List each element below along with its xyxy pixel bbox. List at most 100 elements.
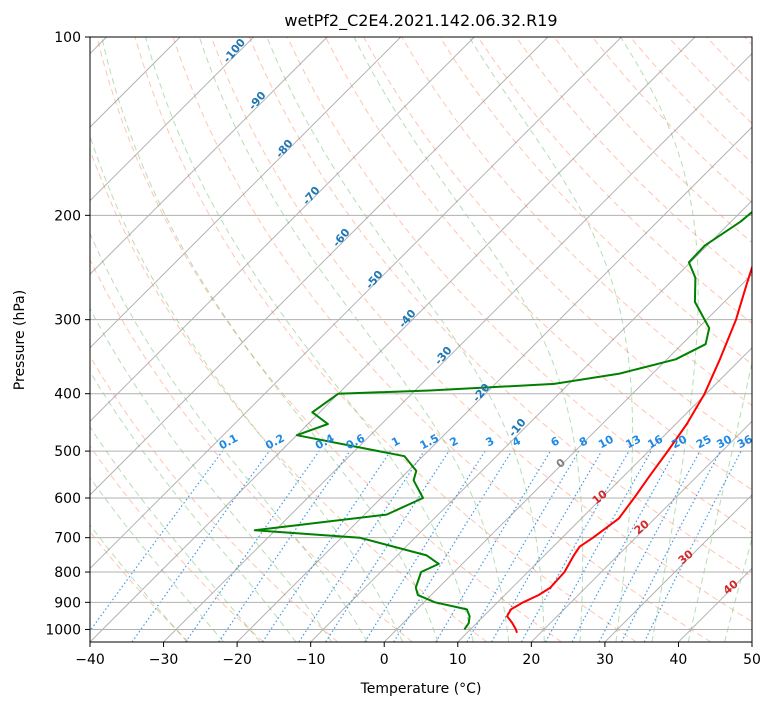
x-tick-label: 0 — [380, 652, 389, 668]
x-tick-label: 10 — [449, 652, 467, 668]
moist-adiabat-line — [145, 37, 474, 642]
isotherm-line — [90, 37, 402, 349]
mixing-ratio-label: 10 — [596, 432, 616, 451]
dry-adiabat-line — [210, 37, 752, 623]
y-tick-label: 500 — [54, 444, 81, 460]
dry-adiabat-label: -40 — [396, 307, 419, 331]
dry-adiabat-line — [90, 445, 264, 642]
mixing-ratio-line — [325, 450, 450, 642]
moist-adiabat-line — [90, 232, 368, 642]
plot-area: 0.1 0.2 0.4 0.6 1 1.5 2 3 4 6 8 10 13 16 20 25 30 36-100-… — [90, 37, 755, 642]
moist-adiabat-label: 10 — [590, 487, 610, 507]
x-tick-label: 40 — [670, 652, 688, 668]
x-tick-label: −20 — [222, 652, 252, 668]
dry-adiabat-label: -80 — [273, 137, 296, 161]
dry-adiabat-line — [515, 37, 752, 284]
isotherm-line — [530, 420, 752, 642]
isotherm-line — [90, 37, 475, 423]
mixing-ratio-line — [643, 450, 742, 642]
moist-adiabat-line — [90, 370, 297, 642]
mixing-ratio-lines — [90, 450, 742, 642]
mixing-ratio-label: 13 — [623, 433, 643, 452]
y-tick-label: 600 — [54, 491, 81, 507]
y-tick-label: 900 — [54, 595, 81, 611]
moist-adiabat-line — [90, 426, 261, 642]
moist-adiabat-line — [90, 134, 404, 642]
dry-adiabat-line — [706, 37, 752, 85]
moist-adiabat-line — [468, 37, 634, 642]
dry-adiabat-line — [248, 37, 752, 578]
mixing-ratio-line — [185, 450, 320, 642]
mixing-ratio-line — [261, 450, 391, 642]
mixing-ratio-label: 25 — [694, 433, 714, 452]
moist-adiabat-line — [101, 37, 439, 642]
isotherm-line — [90, 37, 622, 570]
mixing-ratio-line — [298, 450, 425, 642]
isotherm-line — [90, 37, 255, 202]
x-tick-label: 20 — [522, 652, 540, 668]
isotherms — [90, 37, 752, 642]
x-axis-title: Temperature (°C) — [360, 681, 482, 697]
moist-adiabat-line — [90, 307, 333, 642]
x-tick-label: −10 — [296, 652, 326, 668]
temperature-line — [506, 264, 752, 634]
mixing-ratio-label: 30 — [714, 432, 734, 451]
plot-frame — [89, 36, 753, 643]
isotherm-line — [678, 567, 752, 642]
moist-adiabat-line — [266, 37, 545, 642]
mixing-ratio-line — [364, 450, 486, 642]
chart-title: wetPf2_C2E4.2021.142.06.32.R19 — [284, 11, 557, 31]
y-tick-label: 100 — [54, 30, 81, 46]
isobars — [90, 37, 752, 630]
x-axis: −40 −30 −20 −10 0 10 20 30 40 50 — [75, 642, 761, 668]
dry-adiabat-label: -90 — [246, 89, 269, 113]
dry-adiabat-line — [90, 258, 413, 642]
y-axis: 100 200 300 400 500 600 700 800 900 1000 — [45, 30, 90, 638]
mixing-ratio-label: 36 — [735, 432, 755, 451]
isotherm-line — [751, 641, 752, 642]
y-tick-label: 200 — [54, 208, 81, 224]
dry-adiabat-label: -60 — [330, 226, 353, 250]
mixing-ratio-line — [571, 450, 676, 642]
x-tick-label: −40 — [75, 652, 105, 668]
isotherm-line — [90, 37, 696, 642]
isotherm-line — [604, 494, 752, 642]
dry-adiabat-label: -30 — [432, 344, 455, 368]
profile-series — [253, 210, 752, 634]
dry-adiabat-label: -20 — [470, 381, 493, 405]
mixing-ratio-label: 20 — [669, 432, 689, 451]
isotherm-line — [383, 273, 752, 642]
y-axis-title: Pressure (hPa) — [12, 290, 28, 390]
isotherm-line — [236, 126, 752, 642]
x-tick-label: −30 — [149, 652, 179, 668]
isotherm-line — [310, 199, 752, 642]
mixing-ratio-line — [90, 450, 223, 632]
dewpoint-line — [253, 210, 752, 630]
y-tick-label: 300 — [54, 313, 81, 329]
dry-adiabat-line — [90, 148, 488, 642]
y-tick-label: 1000 — [45, 622, 81, 638]
y-tick-label: 400 — [54, 387, 81, 403]
x-tick-label: 50 — [743, 652, 761, 668]
moist-adiabat-line — [687, 360, 752, 642]
dry-adiabat-line — [90, 531, 190, 642]
dry-adiabat-line — [286, 37, 752, 534]
y-tick-label: 800 — [54, 565, 81, 581]
dry-adiabat-label: -10 — [506, 416, 529, 440]
mixing-ratio-line — [218, 450, 351, 642]
moist-adiabats — [90, 37, 752, 642]
dry-adiabat-label: -70 — [300, 184, 323, 208]
moist-adiabat-line — [90, 524, 188, 642]
x-tick-label: 30 — [596, 652, 614, 668]
mixing-ratio-label: 16 — [645, 432, 665, 451]
moist-adiabat-line — [198, 37, 510, 642]
dry-adiabat-label: -50 — [363, 268, 386, 292]
moist-adiabat-line — [620, 37, 699, 642]
moist-adiabat-line — [353, 37, 584, 642]
dry-adiabat-line — [96, 37, 562, 642]
dry-adiabat-line — [90, 355, 339, 642]
moist-adiabat-label: 20 — [632, 517, 652, 537]
mixing-ratio-line — [131, 450, 270, 642]
dry-adiabat-line — [134, 37, 637, 642]
